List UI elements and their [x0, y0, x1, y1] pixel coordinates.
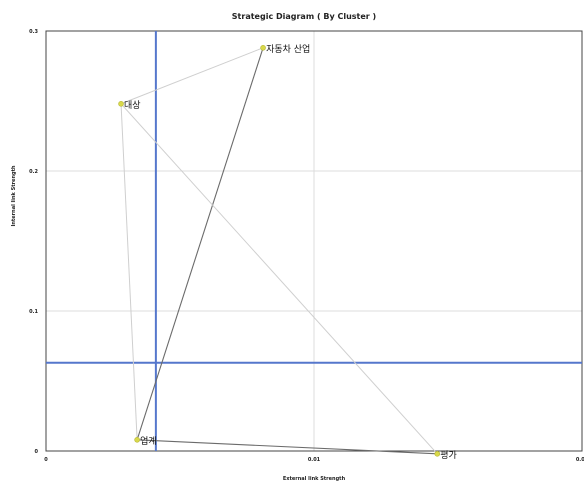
- y-tick-label: 0.3: [29, 29, 38, 35]
- data-point-label: 대상: [124, 100, 141, 111]
- y-tick-label: 0.1: [29, 309, 38, 315]
- data-point: [134, 436, 140, 443]
- y-axis-label: Internal link Strength: [11, 165, 17, 226]
- link-line: [120, 103, 438, 455]
- x-axis-label: External link Strength: [283, 476, 346, 482]
- x-tick-label: 0.01: [308, 457, 321, 463]
- link-line: [120, 47, 264, 105]
- link-line: [120, 103, 138, 440]
- plot-border: [45, 30, 583, 452]
- data-point-label: 평가: [440, 450, 457, 461]
- link-line: [137, 439, 438, 455]
- data-point: [260, 44, 266, 51]
- y-tick-label: 0.2: [29, 169, 38, 175]
- link-line: [136, 47, 264, 440]
- chart-title: Strategic Diagram ( By Cluster ): [232, 12, 376, 21]
- x-tick-label: 0.02: [576, 457, 584, 463]
- y-tick-label: 0: [35, 449, 39, 455]
- data-point: [118, 101, 124, 107]
- data-point-label: 업계: [140, 435, 157, 447]
- data-point: [434, 450, 441, 457]
- x-tick-label: 0: [44, 457, 48, 463]
- data-point-label: 자동차 산업: [266, 43, 310, 55]
